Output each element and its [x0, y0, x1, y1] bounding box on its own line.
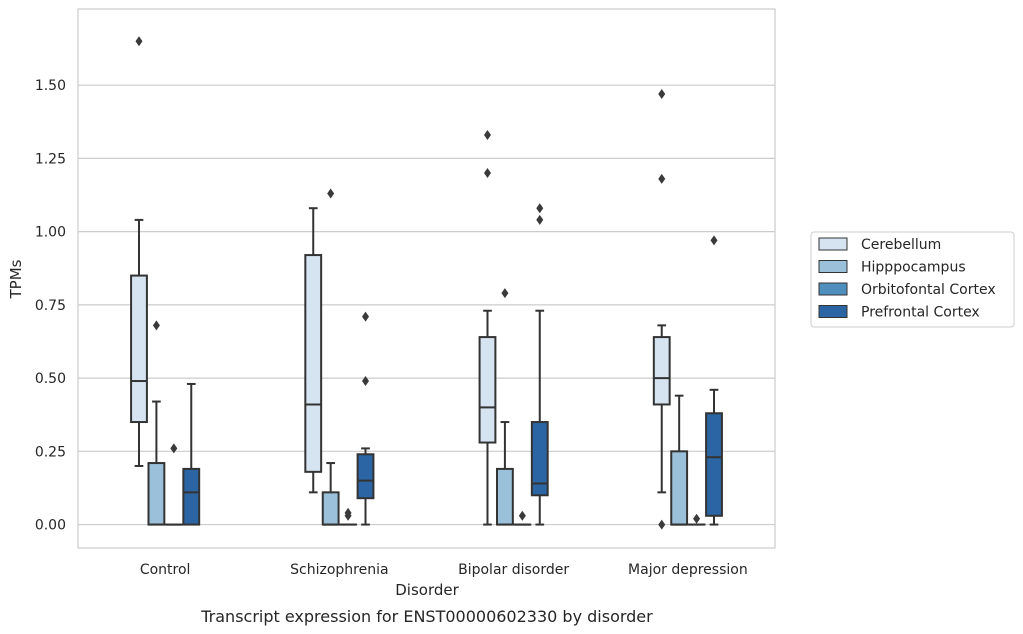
- box-plot: [164, 443, 183, 526]
- legend: Cerebellum Hipppocampus Orbitofontal Corte…: [810, 231, 1015, 328]
- outlier-point: [135, 36, 143, 47]
- box-body: [321, 491, 340, 526]
- chart-caption: Transcript expression for ENST0000060233…: [200, 607, 653, 626]
- y-tick-labels: 0.00 0.25 0.50 0.75 1.00 1.25 1.50: [35, 78, 66, 533]
- legend-swatch: [818, 282, 848, 296]
- box-body: [530, 421, 549, 497]
- box-body: [652, 336, 671, 406]
- legend-label: Cerebellum: [861, 237, 941, 253]
- outlier-point: [536, 214, 544, 225]
- box-body: [670, 450, 689, 526]
- x-tick-label: Control: [140, 562, 191, 578]
- box-body: [304, 254, 323, 473]
- plot-frame: [77, 8, 776, 549]
- outlier-point: [362, 311, 370, 322]
- box-body: [130, 274, 148, 424]
- outlier-point: [344, 510, 352, 521]
- outlier-point: [483, 168, 491, 179]
- box-plot: [356, 311, 375, 526]
- outlier-point: [483, 129, 491, 140]
- y-tick-label: 0.75: [35, 298, 66, 314]
- box-plot: [652, 88, 671, 530]
- x-tick-labels: Control Schizophrenia Bipolar disorder Majo…: [140, 562, 748, 578]
- outlier-point: [501, 288, 509, 299]
- box-body: [147, 462, 166, 526]
- box-plot: [530, 203, 549, 526]
- x-tick-label: Major depression: [628, 562, 748, 578]
- box-plot: [670, 394, 689, 526]
- outlier-point: [693, 513, 701, 524]
- legend-label: Prefrontal Cortex: [861, 305, 980, 321]
- outlier-point: [170, 443, 178, 454]
- box-plot: [687, 513, 706, 526]
- box-plot: [147, 320, 166, 526]
- x-tick-label: Bipolar disorder: [458, 562, 569, 578]
- box-body: [356, 453, 375, 500]
- y-axis-label: TPMs: [7, 259, 25, 299]
- y-tick-label: 1.50: [35, 78, 66, 94]
- box-plot: [304, 207, 323, 494]
- legend-swatch: [818, 260, 848, 273]
- y-tick-label: 0.00: [35, 518, 66, 534]
- outlier-point: [362, 376, 370, 387]
- legend-label: Hipppocampus: [861, 260, 966, 276]
- y-tick-label: 1.25: [35, 151, 66, 167]
- y-tick-label: 1.00: [35, 225, 66, 241]
- box-body: [705, 412, 723, 517]
- y-tick-label: 0.25: [35, 444, 66, 460]
- box-body: [496, 467, 514, 526]
- box-plot: [705, 235, 723, 526]
- box-group: [130, 36, 723, 530]
- legend-frame: [810, 231, 1015, 328]
- outlier-point: [152, 320, 160, 331]
- outlier-point: [658, 173, 666, 184]
- outlier-point: [658, 88, 666, 99]
- box-plot: [513, 510, 532, 526]
- legend-label: Orbitofontal Cortex: [861, 282, 996, 298]
- x-tick-label: Schizophrenia: [290, 562, 388, 578]
- legend-swatch: [818, 305, 848, 318]
- box-body: [478, 336, 497, 444]
- legend-swatch: [818, 237, 848, 251]
- outlier-point: [536, 203, 544, 214]
- x-axis-label: Disorder: [395, 581, 459, 599]
- box-plot: [321, 188, 340, 526]
- outlier-point: [327, 188, 335, 199]
- box-plot: [182, 382, 201, 526]
- plot-background: [78, 9, 775, 548]
- box-plot: [339, 507, 357, 526]
- box-plot: [478, 129, 497, 526]
- box-plot: [130, 36, 148, 467]
- y-tick-label: 0.50: [35, 371, 66, 387]
- outlier-point: [518, 510, 526, 521]
- box-plot: [496, 288, 514, 526]
- outlier-point: [658, 519, 666, 530]
- box-body: [182, 467, 201, 526]
- outlier-point: [710, 235, 718, 246]
